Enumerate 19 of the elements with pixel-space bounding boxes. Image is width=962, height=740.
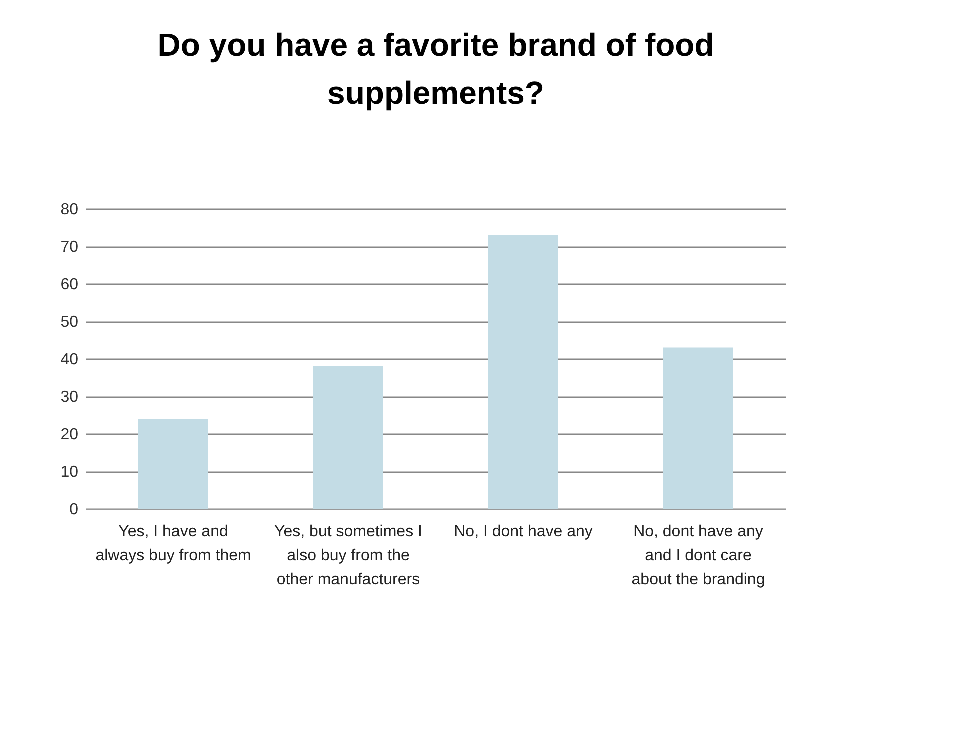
bar — [314, 366, 384, 509]
x-tick-label: Yes, I have and always buy from them — [96, 524, 252, 564]
y-tick-label: 50 — [60, 314, 79, 331]
x-tick-label: No, dont have any and I dont care about the branding — [632, 524, 766, 588]
x-tick-label: No, I dont have any — [454, 524, 593, 540]
y-tick-label: 70 — [60, 239, 79, 256]
text: Do you have a favorite brand of food — [158, 27, 714, 63]
bar — [664, 348, 734, 509]
text: supplements? — [328, 75, 544, 111]
bar — [488, 235, 558, 509]
y-tick-label: 0 — [70, 502, 79, 518]
y-tick-label: 20 — [60, 426, 79, 444]
y-tick-label: 10 — [60, 464, 79, 481]
x-tick-label: Yes, but sometimes I also buy from the other manufacturers — [274, 524, 422, 588]
y-tick-label: 80 — [60, 202, 79, 218]
y-tick-label: 60 — [60, 276, 79, 294]
y-tick-label: 30 — [60, 389, 79, 406]
y-tick-label: 40 — [60, 352, 79, 368]
bar — [138, 419, 208, 509]
